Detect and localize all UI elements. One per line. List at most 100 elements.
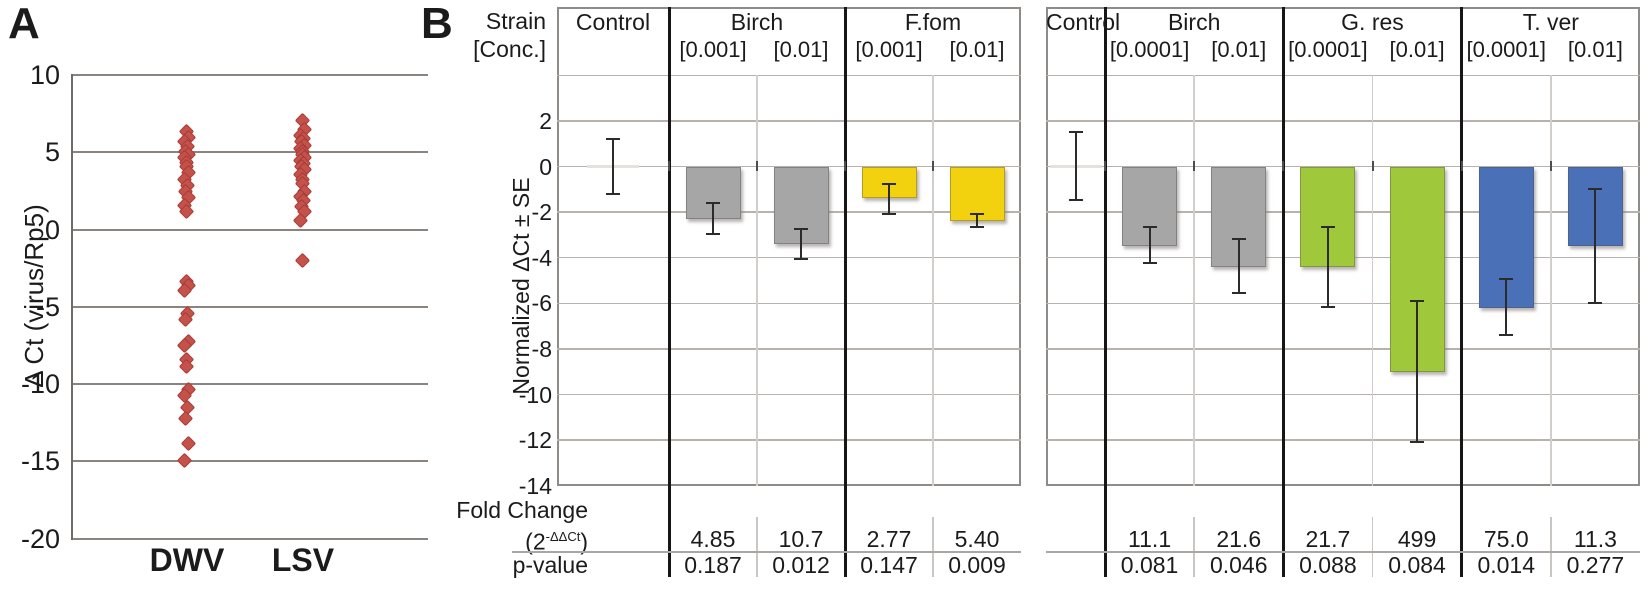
error-bar-cap (1588, 188, 1603, 191)
panel-b-y-tick-label: -8 (531, 335, 552, 362)
error-bar-cap (1068, 131, 1083, 134)
error-bar-line (976, 214, 978, 227)
strain-header-label: Control (1046, 9, 1121, 35)
table-divider-line (512, 551, 1021, 553)
error-bar-cap (1410, 300, 1425, 303)
panel-a-gridline (72, 383, 428, 386)
fold-change-value: 11.3 (1573, 526, 1617, 552)
panel-b-gridline (557, 256, 1021, 259)
panel-a-label: A (8, 0, 40, 48)
concentration-header-label: [0.01] (1567, 37, 1623, 62)
p-value: 0.014 (1477, 552, 1536, 578)
error-bar-cap (1410, 441, 1425, 444)
p-value: 0.147 (860, 552, 918, 578)
error-bar-line (888, 183, 890, 215)
formula-open: (2 (525, 528, 546, 555)
error-bar-cap (1142, 262, 1157, 265)
panel-b-gridline (557, 74, 1021, 77)
panel-b-gridline (1046, 393, 1640, 396)
error-bar-cap (970, 213, 984, 216)
error-bar-cap (706, 232, 720, 235)
p-value: 0.277 (1566, 552, 1625, 578)
error-bar-cap (606, 138, 620, 141)
panel-b-y-tick-label: -2 (531, 199, 552, 226)
zero-axis-tick (844, 161, 846, 171)
panel-a-gridline (72, 228, 428, 231)
concentration-header-label: [0.0001] (1109, 37, 1190, 62)
panel-b-gridline (557, 120, 1021, 122)
error-bar-cap (1142, 225, 1157, 228)
panel-b-chart-box (557, 7, 1021, 486)
panel-a-y-tick-label: -5 (35, 291, 60, 322)
strain-header-label: F.fom (904, 9, 962, 35)
error-bar-line (1326, 226, 1329, 307)
error-bar-cap (1231, 292, 1246, 295)
error-bar-cap (1320, 305, 1335, 308)
data-point-diamond (176, 452, 192, 469)
concentration-header-label: [0.001] (679, 37, 747, 62)
p-value: 0.009 (948, 552, 1006, 578)
fold-change-value: 21.6 (1216, 526, 1262, 552)
panel-b-gridline (1046, 302, 1640, 305)
data-point-diamond (294, 253, 310, 269)
column-divider-line (1193, 75, 1195, 486)
panel-b-y-tick-label: 2 (539, 107, 552, 134)
fold-change-row-label: Fold Change (456, 497, 588, 523)
error-bar-cap (794, 228, 808, 231)
error-bar-cap (1588, 302, 1603, 305)
error-bar-cap (606, 192, 620, 195)
panel-b-y-tick-label: -6 (531, 290, 552, 317)
p-value: 0.081 (1120, 552, 1179, 578)
zero-axis-tick (668, 161, 670, 171)
concentration-header-label: [0.0001] (1466, 37, 1546, 62)
zero-axis-tick (1460, 161, 1463, 171)
column-divider-line (756, 75, 758, 486)
panel-a-y-tick-label: -10 (20, 369, 60, 400)
group-divider-line (1103, 7, 1107, 577)
data-point-diamond (177, 410, 193, 427)
error-bar-line (1416, 301, 1419, 443)
error-bar-line (1237, 239, 1240, 294)
formula-close: ) (580, 528, 588, 555)
zero-axis-tick (1549, 161, 1552, 171)
panel-a-gridline (72, 151, 428, 154)
error-bar-line (1074, 132, 1077, 200)
strain-header-label: Birch (730, 9, 784, 35)
p-value: 0.187 (684, 552, 742, 578)
strain-row-header: Strain (485, 8, 546, 34)
error-bar-cap (970, 225, 984, 228)
table-column-divider-line (932, 517, 934, 577)
panel-b-gridline (1046, 348, 1640, 350)
strain-header-label: G. res (1341, 9, 1404, 35)
data-point-diamond (180, 435, 196, 452)
error-bar-line (612, 139, 614, 194)
concentration-header-label: [0.001] (855, 37, 923, 62)
error-bar-cap (706, 201, 720, 204)
fold-change-value: 75.0 (1483, 526, 1529, 552)
zero-axis-tick (1193, 161, 1196, 171)
panel-b-gridline (557, 302, 1021, 305)
group-divider-line (1460, 7, 1464, 577)
panel-b-gridline (557, 439, 1021, 441)
error-bar-line (1505, 279, 1508, 336)
error-bar-line (1148, 226, 1151, 264)
group-divider-line (667, 7, 671, 577)
error-bar-cap (882, 182, 896, 185)
zero-axis-tick (1371, 161, 1374, 171)
fold-change-value: 10.7 (778, 526, 824, 552)
table-column-divider-line (1371, 517, 1374, 577)
error-bar-line (1594, 189, 1597, 304)
panel-a-gridline (72, 73, 428, 76)
panel-b-gridline (557, 393, 1021, 396)
panel-b-y-axis-title: Normalized ΔCt ± SE (508, 177, 534, 395)
group-divider-line (1281, 7, 1285, 577)
error-bar-cap (1499, 334, 1514, 337)
fold-change-value: 5.40 (954, 526, 1000, 552)
p-value: 0.084 (1388, 552, 1446, 578)
panel-b-label: B (421, 0, 453, 48)
column-divider-line (932, 75, 934, 486)
panel-a-gridline (72, 305, 428, 308)
bar (949, 166, 1005, 222)
category-label: LSV (271, 542, 335, 578)
